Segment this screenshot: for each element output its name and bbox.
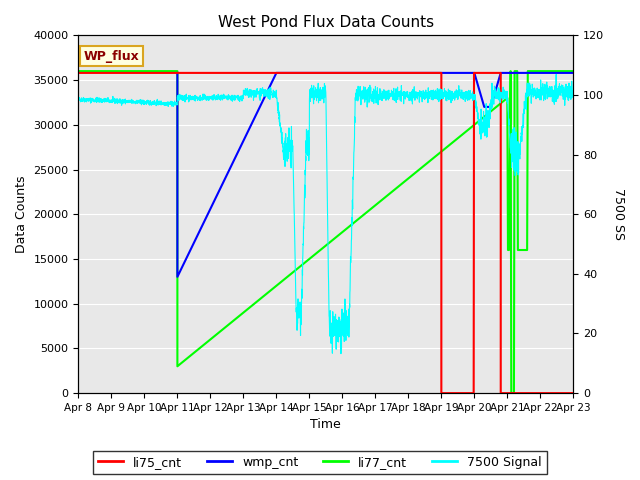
Legend: li75_cnt, wmp_cnt, li77_cnt, 7500 Signal: li75_cnt, wmp_cnt, li77_cnt, 7500 Signal	[93, 451, 547, 474]
Text: WP_flux: WP_flux	[83, 49, 139, 63]
X-axis label: Time: Time	[310, 419, 341, 432]
Y-axis label: 7500 SS: 7500 SS	[612, 188, 625, 240]
Title: West Pond Flux Data Counts: West Pond Flux Data Counts	[218, 15, 434, 30]
Y-axis label: Data Counts: Data Counts	[15, 176, 28, 253]
